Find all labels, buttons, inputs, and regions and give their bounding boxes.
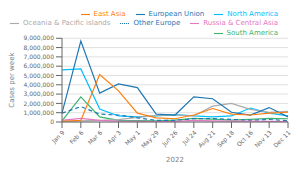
svg-text:Apr 3: Apr 3 [106, 129, 123, 146]
svg-text:2,000,000: 2,000,000 [23, 100, 54, 107]
svg-text:1,000,000: 1,000,000 [23, 109, 54, 116]
svg-text:Nov 13: Nov 13 [253, 129, 273, 149]
html-text:North America: North America [227, 10, 278, 19]
svg-text:Jan 9: Jan 9 [49, 129, 66, 146]
svg-text:7,000,000: 7,000,000 [23, 53, 54, 60]
svg-text:Sep 18: Sep 18 [216, 129, 237, 150]
html-text:Other Europe: Other Europe [133, 19, 181, 28]
html-text:European Union: European Union [148, 10, 205, 19]
svg-text:Oct 16: Oct 16 [235, 129, 254, 148]
html-text:East Asia: East Asia [93, 10, 126, 19]
svg-text:8,000,000: 8,000,000 [23, 44, 54, 51]
svg-text:3,000,000: 3,000,000 [23, 90, 54, 97]
svg-text:5,000,000: 5,000,000 [23, 72, 54, 79]
svg-text:Aug 21: Aug 21 [196, 129, 217, 150]
svg-text:6,000,000: 6,000,000 [23, 62, 54, 69]
svg-text:May 29: May 29 [139, 129, 160, 150]
svg-text:Cases per week: Cases per week [8, 52, 16, 108]
svg-text:May 1: May 1 [123, 128, 142, 147]
svg-text:Jun 26: Jun 26 [160, 129, 180, 149]
svg-text:Mar 6: Mar 6 [86, 129, 103, 146]
svg-text:4,000,000: 4,000,000 [23, 81, 54, 88]
html-text:South America: South America [226, 29, 278, 38]
svg-text:9,000,000: 9,000,000 [23, 34, 54, 41]
html-text:Russia & Central Asia: Russia & Central Asia [203, 19, 278, 28]
svg-text:2022: 2022 [166, 156, 184, 162]
svg-text:Dec 11: Dec 11 [272, 129, 292, 149]
svg-text:Jul 24: Jul 24 [180, 128, 198, 146]
svg-text:Feb 6: Feb 6 [68, 129, 85, 146]
html-text:Oceania & Pacific islands: Oceania & Pacific islands [23, 19, 111, 28]
svg-text:0: 0 [50, 118, 54, 125]
